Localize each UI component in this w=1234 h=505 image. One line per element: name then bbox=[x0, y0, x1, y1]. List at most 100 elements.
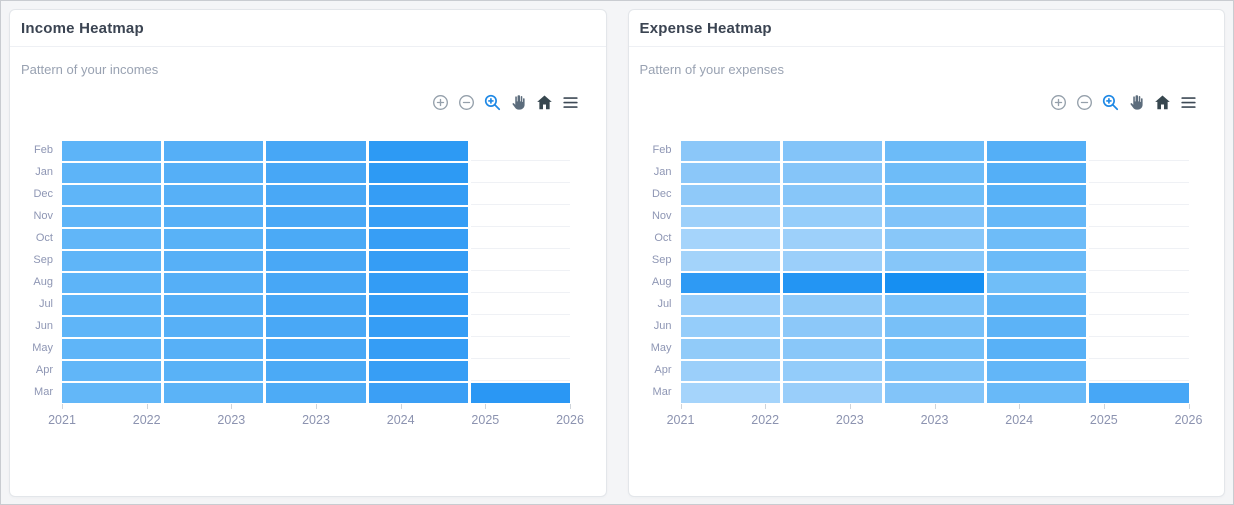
heatmap-cell bbox=[368, 273, 468, 293]
heatmap-cell bbox=[987, 361, 1087, 381]
zoom-in-icon[interactable] bbox=[431, 93, 450, 112]
heatmap-cell bbox=[266, 251, 366, 271]
heatmap-row: Apr bbox=[629, 360, 1225, 382]
selection-zoom-icon[interactable] bbox=[1101, 93, 1120, 112]
heatmap-cell bbox=[782, 251, 882, 271]
menu-icon[interactable] bbox=[561, 93, 580, 112]
heatmap-cell bbox=[680, 317, 780, 337]
heatmap-cell bbox=[782, 383, 882, 403]
x-tick-label: 2022 bbox=[751, 413, 780, 427]
heatmap-cell bbox=[987, 273, 1087, 293]
heatmap-cell bbox=[1089, 383, 1189, 403]
heatmap-plot-area[interactable]: Feb Jan Dec Nov Oct Sep Aug Jul Jun May Apr Mar 202… bbox=[629, 140, 1225, 438]
heatmap-empty-region bbox=[470, 228, 571, 249]
heatmap-row: Apr bbox=[10, 360, 606, 382]
card-header: Expense Heatmap bbox=[628, 10, 1224, 47]
heatmap-cell bbox=[987, 163, 1087, 183]
heatmap-cell bbox=[368, 141, 468, 161]
menu-icon[interactable] bbox=[1179, 93, 1198, 112]
heatmap-row-cells bbox=[62, 360, 571, 381]
heatmap-row: Jul bbox=[629, 294, 1225, 316]
x-tick-mark bbox=[1019, 404, 1021, 409]
heatmap-empty-region bbox=[470, 250, 571, 271]
heatmap-empty-region bbox=[1089, 338, 1189, 359]
heatmap-row: Jun bbox=[10, 316, 606, 338]
heatmap-row-cells bbox=[680, 140, 1189, 161]
y-tick-label: Jun bbox=[35, 320, 53, 332]
heatmap-cell bbox=[987, 185, 1087, 205]
y-tick-label: Sep bbox=[651, 254, 672, 266]
heatmap-cell bbox=[987, 339, 1087, 359]
x-axis: 2021 2022 2023 2023 2024 2025 2026 bbox=[48, 404, 584, 438]
heatmap-empty-region bbox=[470, 272, 571, 293]
heatmap-cell bbox=[782, 295, 882, 315]
heatmap-cell bbox=[266, 207, 366, 227]
heatmap-cell bbox=[62, 141, 162, 161]
heatmap-row: Sep bbox=[629, 250, 1225, 272]
heatmap-cell bbox=[266, 295, 366, 315]
heatmap-empty-region bbox=[470, 338, 571, 359]
heatmap-cell bbox=[164, 207, 264, 227]
heatmap-cell bbox=[782, 273, 882, 293]
pan-hand-icon[interactable] bbox=[1127, 93, 1146, 112]
chart-toolbar bbox=[10, 91, 580, 113]
heatmap-row: Aug bbox=[629, 272, 1225, 294]
heatmap-plot-area[interactable]: Feb Jan Dec Nov Oct Sep Aug Jul Jun May Apr Mar 202… bbox=[10, 140, 606, 438]
heatmap-cell bbox=[62, 251, 162, 271]
heatmap-cell bbox=[782, 185, 882, 205]
heatmap-cell bbox=[884, 361, 985, 381]
heatmap-cell bbox=[884, 207, 985, 227]
heatmap-cell bbox=[884, 273, 985, 293]
heatmap-cell bbox=[164, 295, 264, 315]
heatmap-row-cells bbox=[62, 250, 571, 271]
zoom-in-icon[interactable] bbox=[1049, 93, 1068, 112]
heatmap-cell bbox=[164, 361, 264, 381]
heatmap-cell bbox=[266, 141, 366, 161]
heatmap-grid: Feb Jan Dec Nov Oct Sep Aug Jul Jun May Apr Mar bbox=[10, 140, 606, 404]
heatmap-cell bbox=[164, 383, 264, 403]
heatmap-cell bbox=[266, 361, 366, 381]
heatmap-row: Aug bbox=[10, 272, 606, 294]
heatmap-cell bbox=[164, 251, 264, 271]
selection-zoom-icon[interactable] bbox=[483, 93, 502, 112]
card-subtitle: Pattern of your incomes bbox=[21, 62, 159, 77]
y-tick-label: May bbox=[32, 342, 53, 354]
heatmap-row: Oct bbox=[10, 228, 606, 250]
heatmap-empty-region bbox=[470, 360, 571, 381]
heatmap-row-cells bbox=[680, 272, 1189, 293]
heatmap-cell bbox=[62, 207, 162, 227]
heatmap-row-cells bbox=[680, 360, 1189, 381]
heatmap-row-cells bbox=[680, 250, 1189, 271]
heatmap-row-cells bbox=[680, 382, 1189, 403]
heatmap-row: Mar bbox=[629, 382, 1225, 404]
zoom-out-icon[interactable] bbox=[457, 93, 476, 112]
y-tick-label: Mar bbox=[652, 386, 672, 398]
heatmap-cell bbox=[782, 163, 882, 183]
heatmap-cell bbox=[680, 141, 780, 161]
x-tick-mark bbox=[316, 404, 317, 409]
x-tick-label: 2021 bbox=[666, 413, 695, 427]
home-reset-icon[interactable] bbox=[535, 93, 554, 112]
y-tick-label: Apr bbox=[35, 364, 53, 376]
heatmap-row: May bbox=[10, 338, 606, 360]
heatmap-row-cells bbox=[62, 294, 571, 315]
heatmap-cell bbox=[680, 251, 780, 271]
heatmap-row-cells bbox=[680, 338, 1189, 359]
heatmap-cell bbox=[680, 383, 780, 403]
heatmap-cell bbox=[782, 317, 882, 337]
heatmap-empty-region bbox=[1089, 184, 1189, 205]
home-reset-icon[interactable] bbox=[1153, 93, 1172, 112]
heatmap-cell bbox=[782, 339, 882, 359]
heatmap-cell bbox=[884, 185, 985, 205]
y-tick-label: Jan bbox=[35, 166, 53, 178]
heatmap-row-cells bbox=[62, 228, 571, 249]
heatmap-row-cells bbox=[62, 140, 571, 161]
heatmap-row: Feb bbox=[629, 140, 1225, 162]
zoom-out-icon[interactable] bbox=[1075, 93, 1094, 112]
heatmap-cell bbox=[164, 141, 264, 161]
heatmap-cell bbox=[680, 163, 780, 183]
heatmap-empty-region bbox=[470, 184, 571, 205]
pan-hand-icon[interactable] bbox=[509, 93, 528, 112]
heatmap-cell bbox=[368, 163, 468, 183]
heatmap-cell bbox=[62, 361, 162, 381]
